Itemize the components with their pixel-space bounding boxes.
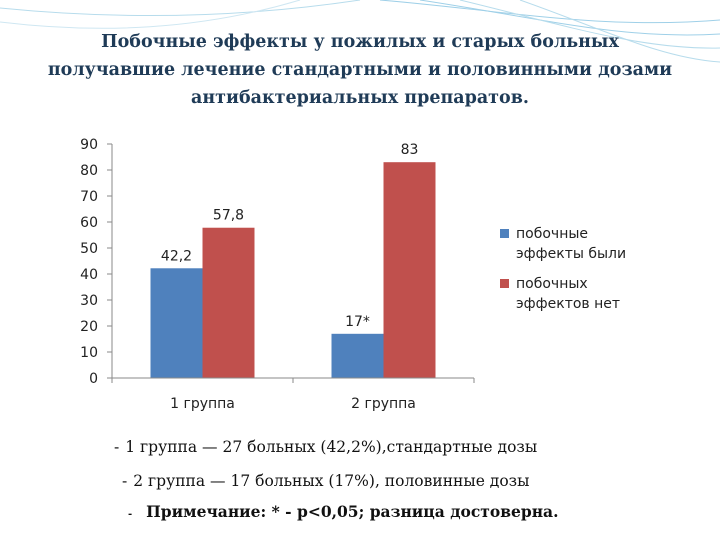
legend-label: побочных эффектов нет — [516, 276, 620, 312]
title-line-1: Побочные эффекты у пожилых и старых боль… — [0, 28, 720, 56]
bar — [384, 162, 436, 378]
data-label: 42,2 — [161, 248, 192, 264]
note-text: 2 группа — 17 больных (17%), половинные … — [133, 472, 529, 490]
y-tick-label: 90 — [80, 137, 98, 153]
legend-swatch — [500, 279, 509, 288]
bar-chart: 0 10 20 30 40 50 60 70 80 90 42,2 57,8 17* 83 1 груп… — [60, 128, 680, 428]
x-tick-label: 1 группа — [170, 396, 235, 412]
title-line-2: получавшие лечение стандартными и полови… — [0, 56, 720, 84]
bars: 42,2 57,8 17* 83 — [151, 142, 436, 378]
data-label: 83 — [401, 142, 419, 158]
x-axis: 1 группа 2 группа — [112, 378, 474, 412]
y-tick-label: 70 — [80, 189, 98, 205]
bar — [203, 228, 255, 378]
note-group-2: -2 группа — 17 больных (17%), половинные… — [122, 472, 529, 490]
legend-label: побочные эффекты были — [516, 226, 626, 262]
y-tick-label: 10 — [80, 345, 98, 361]
y-tick-label: 60 — [80, 215, 98, 231]
bar — [151, 268, 203, 378]
y-tick-label: 20 — [80, 319, 98, 335]
y-tick-label: 50 — [80, 241, 98, 257]
data-label: 17* — [345, 314, 370, 330]
data-label: 57,8 — [213, 208, 244, 224]
note-bullet: - — [128, 509, 132, 520]
x-tick-label: 2 группа — [351, 396, 416, 412]
slide-title: Побочные эффекты у пожилых и старых боль… — [0, 28, 720, 112]
y-axis: 0 10 20 30 40 50 60 70 80 90 — [80, 137, 112, 387]
note-significance: - Примечание: * - p<0,05; разница достове… — [128, 502, 559, 521]
note-text: Примечание: * - p<0,05; разница достовер… — [146, 502, 558, 521]
y-tick-label: 40 — [80, 267, 98, 283]
legend: побочные эффекты были побочных эффектов нет — [500, 226, 626, 312]
note-group-1: -1 группа — 27 больных (42,2%),стандартн… — [114, 438, 537, 456]
y-tick-label: 30 — [80, 293, 98, 309]
note-text: 1 группа — 27 больных (42,2%),стандартны… — [125, 438, 537, 456]
note-bullet: - — [114, 438, 119, 456]
y-tick-label: 0 — [89, 371, 98, 387]
bar — [332, 334, 384, 378]
legend-swatch — [500, 229, 509, 238]
note-bullet: - — [122, 472, 127, 490]
title-line-3: антибактериальных препаратов. — [0, 84, 720, 112]
y-tick-label: 80 — [80, 163, 98, 179]
